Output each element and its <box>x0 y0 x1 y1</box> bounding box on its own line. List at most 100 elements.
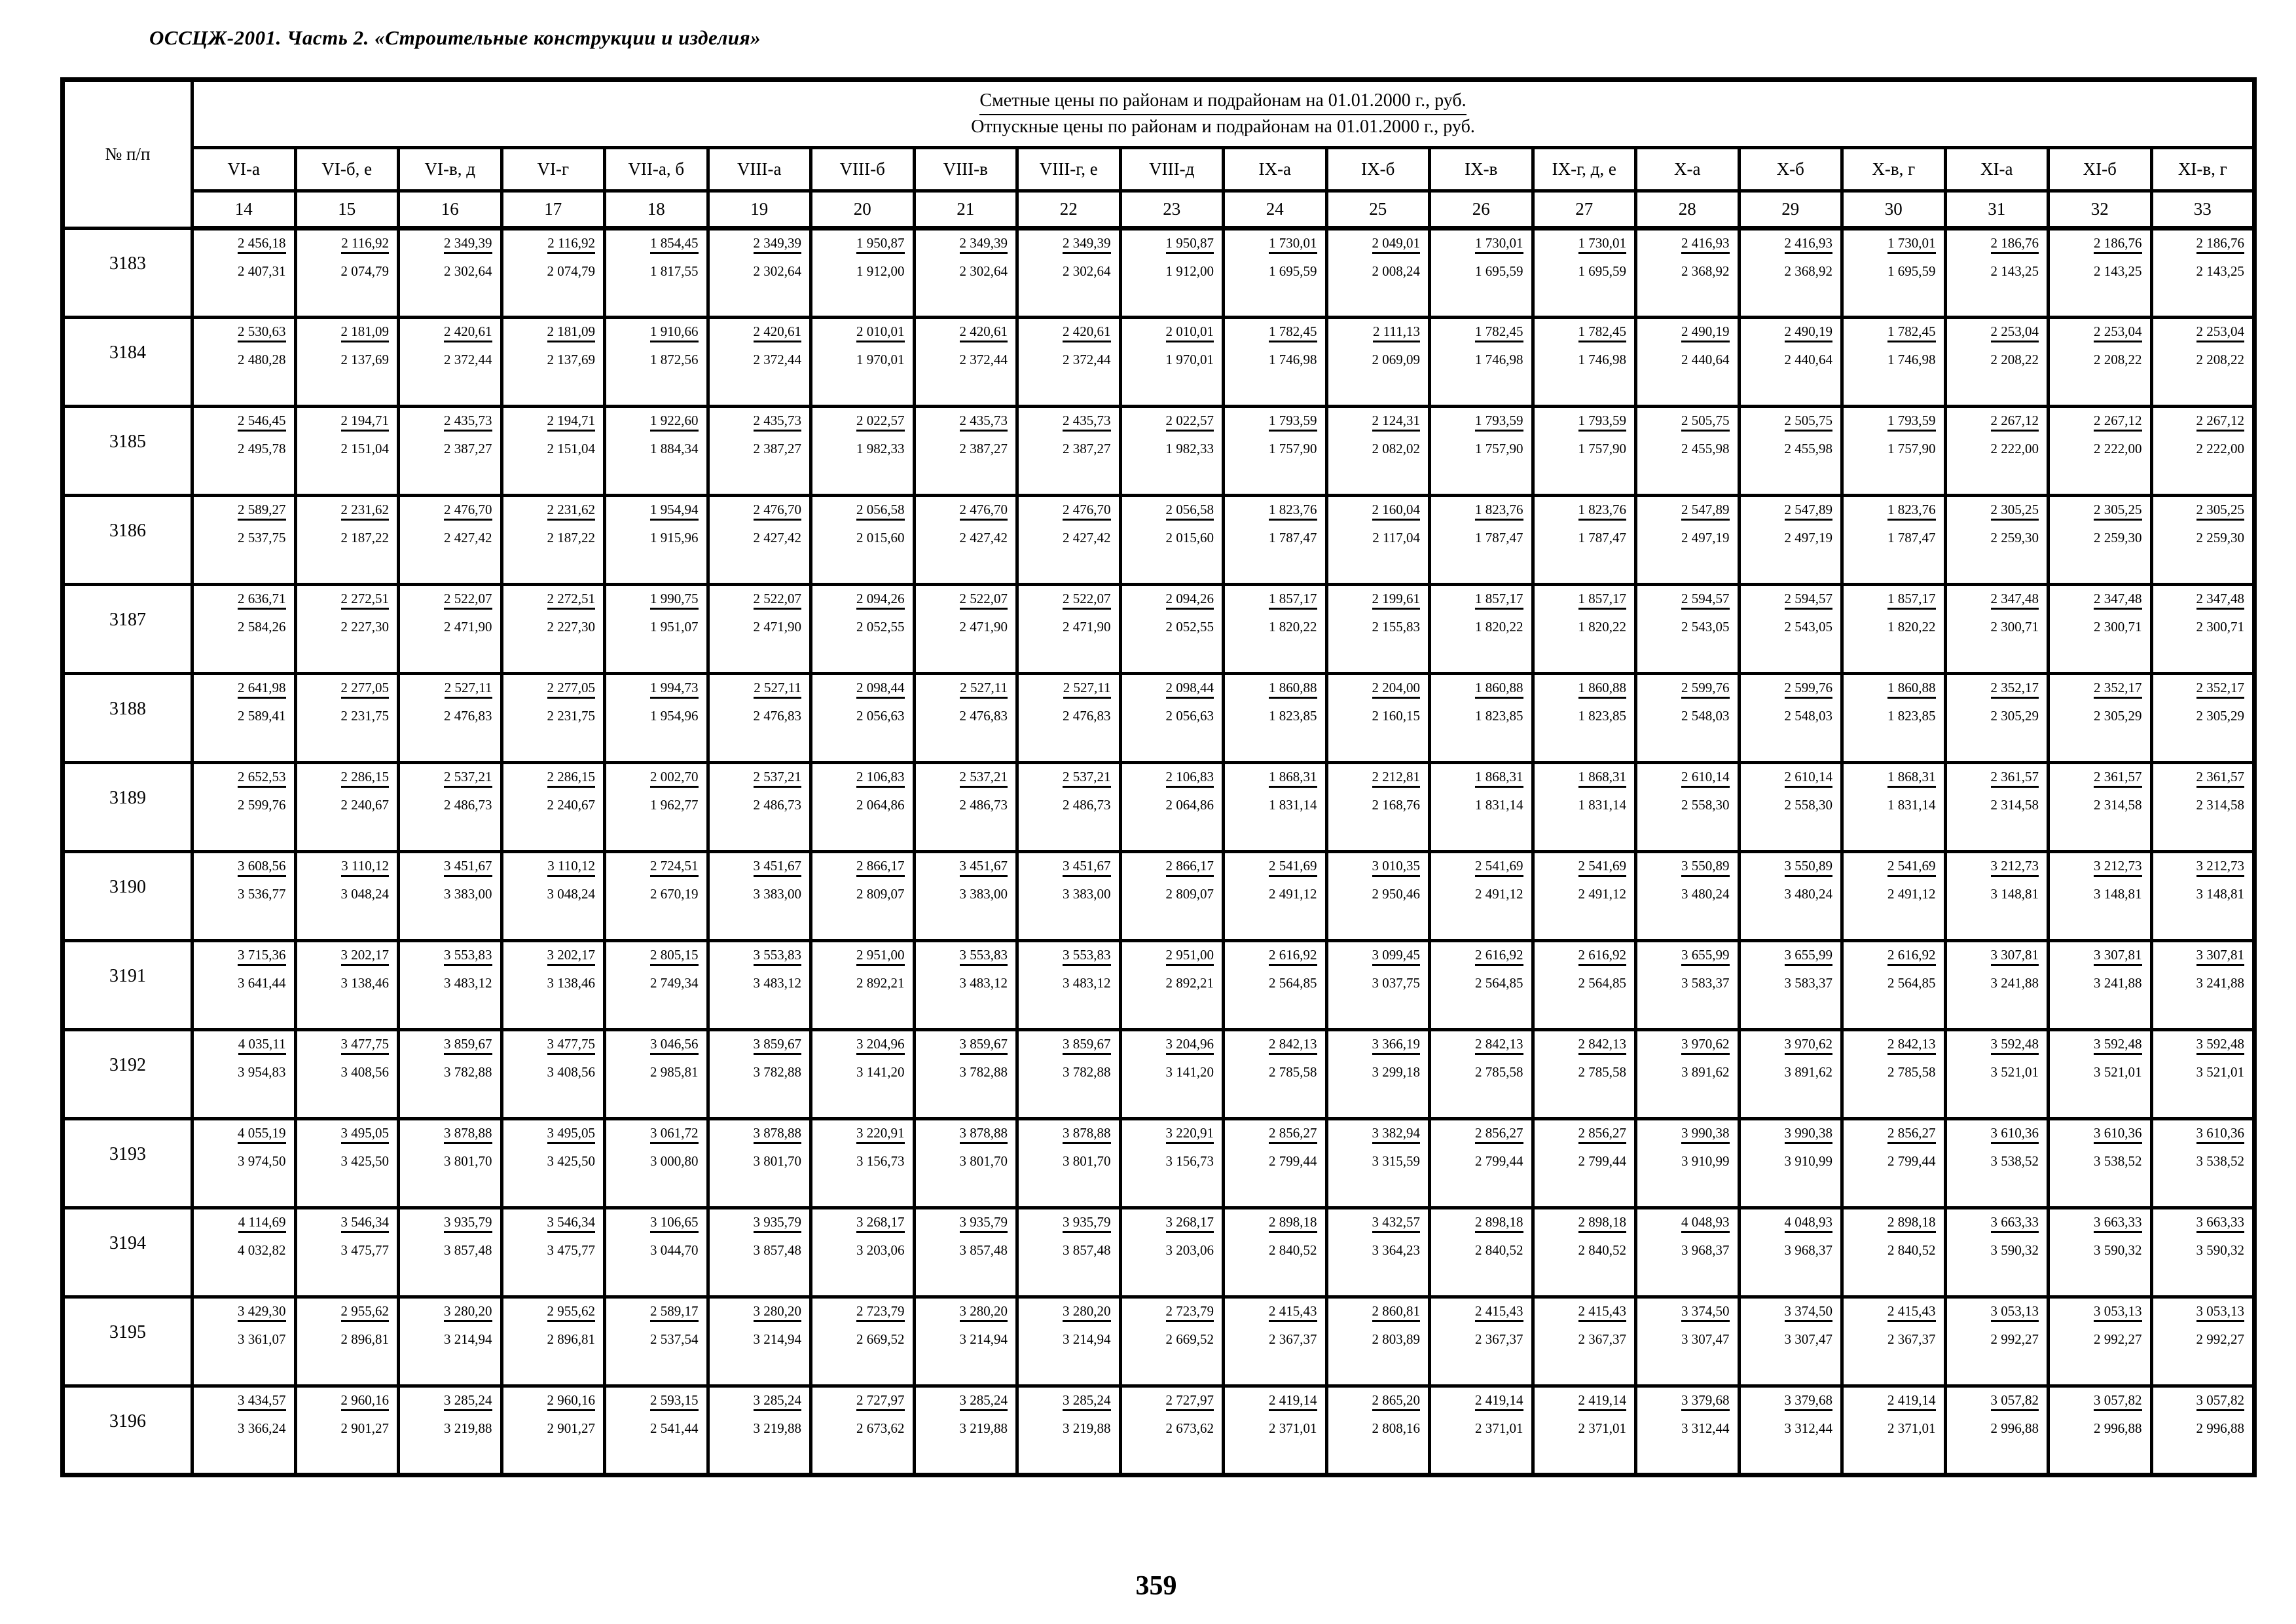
smeta-price: 2 537,21 <box>1063 769 1111 788</box>
price-cell: 2 204,00 2 160,15 <box>1324 672 1431 764</box>
otpusk-price: 2 543,05 <box>1784 619 1833 635</box>
price-cell: 1 782,45 1 746,98 <box>1531 316 1637 408</box>
smeta-price: 3 220,91 <box>856 1125 905 1145</box>
smeta-price: 3 061,72 <box>650 1125 699 1145</box>
price-cell: 2 860,81 2 803,89 <box>1324 1295 1431 1388</box>
price-cell: 2 349,39 2 302,64 <box>397 227 503 319</box>
otpusk-price: 3 307,47 <box>1681 1331 1730 1348</box>
otpusk-price: 3 383,00 <box>1063 886 1111 902</box>
otpusk-header-line: Отпускные цены по районам и подрайонам н… <box>971 116 1475 137</box>
smeta-price: 3 859,67 <box>753 1036 801 1056</box>
otpusk-price: 2 371,01 <box>1269 1420 1317 1437</box>
price-cell: 2 456,18 2 407,31 <box>191 227 297 319</box>
column-number-header: 19 <box>706 189 812 231</box>
otpusk-price: 2 305,29 <box>2196 708 2245 724</box>
price-cell: 2 541,69 2 491,12 <box>1428 850 1535 942</box>
otpusk-price: 1 823,85 <box>1269 708 1317 724</box>
smeta-price: 2 049,01 <box>1372 235 1420 255</box>
otpusk-price: 2 367,37 <box>1475 1331 1523 1348</box>
otpusk-price: 2 749,34 <box>650 975 699 991</box>
smeta-price: 3 553,83 <box>753 947 801 967</box>
otpusk-price: 2 471,90 <box>753 619 802 635</box>
otpusk-price: 2 785,58 <box>1269 1064 1317 1080</box>
price-cell: 2 094,26 2 052,55 <box>809 583 916 675</box>
smeta-price: 3 935,79 <box>959 1214 1008 1234</box>
price-cell: 2 594,57 2 543,05 <box>1737 583 1844 675</box>
otpusk-price: 3 857,48 <box>753 1242 802 1259</box>
smeta-price: 2 267,12 <box>2196 413 2245 432</box>
otpusk-price: 2 371,01 <box>1578 1420 1627 1437</box>
otpusk-price: 3 138,46 <box>547 975 596 991</box>
otpusk-price: 2 168,76 <box>1372 797 1421 813</box>
column-number-header: 30 <box>1840 189 1947 231</box>
price-cell: 2 231,62 2 187,22 <box>500 494 606 586</box>
otpusk-price: 1 787,47 <box>1475 530 1523 546</box>
price-cell: 2 547,89 2 497,19 <box>1737 494 1844 586</box>
price-cell: 2 866,17 2 809,07 <box>809 850 916 942</box>
price-cell: 1 868,31 1 831,14 <box>1222 761 1328 853</box>
otpusk-price: 3 483,12 <box>1063 975 1111 991</box>
otpusk-price: 3 538,52 <box>2196 1153 2245 1170</box>
otpusk-price: 3 138,46 <box>340 975 390 991</box>
smeta-price: 2 010,01 <box>1165 323 1214 343</box>
district-code-header: VI-в, д <box>397 146 503 193</box>
smeta-price: 2 415,43 <box>1578 1303 1626 1323</box>
smeta-price: 3 010,35 <box>1372 858 1420 877</box>
price-cell: 2 352,17 2 305,29 <box>2149 672 2257 764</box>
smeta-price: 2 181,09 <box>340 323 389 343</box>
price-cell: 4 048,93 3 968,37 <box>1737 1206 1844 1299</box>
price-cell: 2 349,39 2 302,64 <box>706 227 812 319</box>
otpusk-price: 1 820,22 <box>1475 619 1523 635</box>
price-cell: 3 434,57 3 366,24 <box>191 1384 297 1477</box>
smeta-price: 2 361,57 <box>2094 769 2142 788</box>
otpusk-price: 3 148,81 <box>1990 886 2039 902</box>
otpusk-price: 3 037,75 <box>1372 975 1421 991</box>
otpusk-price: 2 056,63 <box>1165 708 1214 724</box>
price-cell: 2 842,13 2 785,58 <box>1531 1028 1637 1120</box>
otpusk-price: 2 599,76 <box>238 797 286 813</box>
price-cell: 2 866,17 2 809,07 <box>1118 850 1225 942</box>
otpusk-price: 2 584,26 <box>238 619 286 635</box>
otpusk-price: 3 801,70 <box>959 1153 1008 1170</box>
price-cell: 3 859,67 3 782,88 <box>1015 1028 1122 1120</box>
otpusk-price: 2 314,58 <box>1990 797 2039 813</box>
otpusk-price: 3 312,44 <box>1784 1420 1833 1437</box>
smeta-price: 2 435,73 <box>1063 413 1111 432</box>
smeta-price: 1 857,17 <box>1578 591 1626 610</box>
row-id: 3196 <box>61 1384 194 1477</box>
smeta-price: 3 434,57 <box>238 1392 286 1412</box>
district-code-header: VI-б, е <box>293 146 400 193</box>
smeta-price: 3 285,24 <box>1063 1392 1111 1412</box>
smeta-price: 2 419,14 <box>1578 1392 1626 1412</box>
otpusk-price: 2 143,25 <box>2094 263 2142 280</box>
price-cell: 3 280,20 3 214,94 <box>706 1295 812 1388</box>
smeta-price: 3 202,17 <box>340 947 389 967</box>
price-cell: 3 110,12 3 048,24 <box>500 850 606 942</box>
smeta-price: 2 616,92 <box>1887 947 1936 967</box>
smeta-price: 2 347,48 <box>2094 591 2142 610</box>
price-cell: 3 878,88 3 801,70 <box>1015 1117 1122 1209</box>
column-number-header: 14 <box>191 189 297 231</box>
otpusk-price: 3 583,37 <box>1784 975 1833 991</box>
price-cell: 3 204,96 3 141,20 <box>809 1028 916 1120</box>
otpusk-price: 1 695,59 <box>1887 263 1936 280</box>
otpusk-price: 2 387,27 <box>444 441 492 457</box>
price-cell: 2 616,92 2 564,85 <box>1840 939 1947 1031</box>
otpusk-price: 2 455,98 <box>1784 441 1833 457</box>
price-cell: 1 823,76 1 787,47 <box>1222 494 1328 586</box>
price-cell: 3 990,38 3 910,99 <box>1737 1117 1844 1209</box>
otpusk-price: 2 300,71 <box>2196 619 2245 635</box>
page-number: 359 <box>1135 1571 1177 1601</box>
otpusk-price: 3 156,73 <box>856 1153 905 1170</box>
price-cell: 2 476,70 2 427,42 <box>397 494 503 586</box>
otpusk-price: 2 497,19 <box>1784 530 1833 546</box>
otpusk-price: 2 427,42 <box>753 530 802 546</box>
price-cell: 3 610,36 3 538,52 <box>2047 1117 2153 1209</box>
smeta-price: 3 495,05 <box>547 1125 595 1145</box>
smeta-price: 3 268,17 <box>856 1214 905 1234</box>
price-cell: 2 116,92 2 074,79 <box>293 227 400 319</box>
column-number-header: 21 <box>912 189 1019 231</box>
smeta-price: 3 202,17 <box>547 947 595 967</box>
smeta-price: 3 268,17 <box>1165 1214 1214 1234</box>
smeta-price: 2 253,04 <box>1990 323 2039 343</box>
